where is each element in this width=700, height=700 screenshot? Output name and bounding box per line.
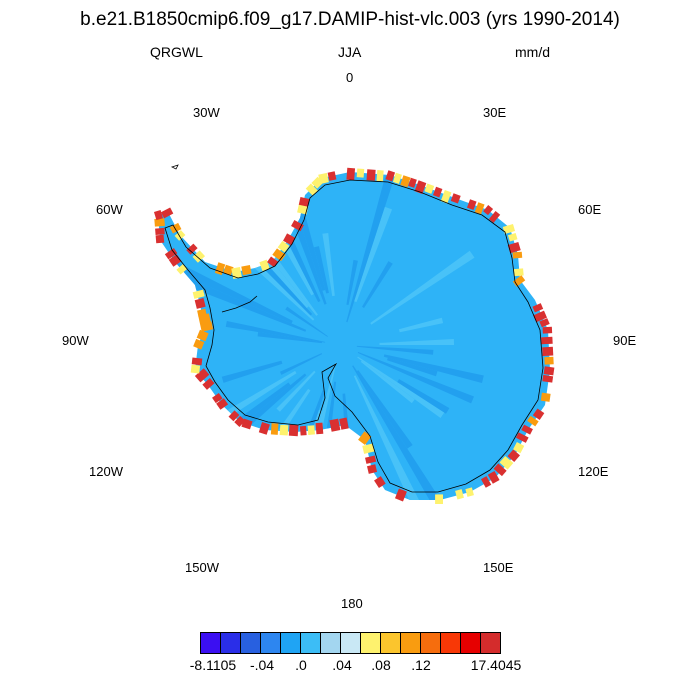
colorbar-swatch-5 — [301, 633, 321, 653]
colorbar-swatch-1 — [221, 633, 241, 653]
colorbar-swatch-3 — [261, 633, 281, 653]
lon-label-30e: 30E — [483, 105, 507, 120]
lon-label-30w: 30W — [193, 105, 220, 120]
lon-label-120w: 120W — [89, 464, 123, 479]
colorbar-swatch-14 — [481, 633, 500, 653]
colorbar-swatch-4 — [281, 633, 301, 653]
lon-label-0: 0 — [346, 70, 354, 85]
colorbar-label-6: 17.4045 — [470, 657, 522, 673]
colorbar-label-3: .04 — [332, 657, 352, 673]
lon-label-60e: 60E — [578, 202, 602, 217]
lon-label-60w: 60W — [96, 202, 123, 217]
interior-field — [158, 172, 550, 500]
lon-label-120e: 120E — [578, 464, 609, 479]
colorbar-swatch-13 — [461, 633, 481, 653]
lon-label-90e: 90E — [613, 333, 637, 348]
colorbar-swatch-8 — [361, 633, 381, 653]
coastal-cells — [153, 167, 555, 504]
colorbar-swatch-10 — [401, 633, 421, 653]
lon-label-90w: 90W — [62, 333, 89, 348]
lon-label-180: 180 — [341, 596, 363, 611]
colorbar-label-4: .08 — [371, 657, 391, 673]
variable-label: QRGWL — [150, 44, 203, 60]
colorbar-label-2: .0 — [295, 657, 307, 673]
ice-shelf-line — [221, 295, 258, 313]
units-label: mm/d — [515, 44, 550, 60]
colorbar-label-5: .12 — [411, 657, 431, 673]
ice-shelf-line-2 — [170, 164, 179, 170]
colorbar — [200, 632, 501, 654]
colorbar-swatch-12 — [441, 633, 461, 653]
season-label: JJA — [338, 44, 362, 60]
colorbar-label-0: -8.1105 — [189, 657, 237, 673]
colorbar-swatch-6 — [321, 633, 341, 653]
colorbar-swatch-9 — [381, 633, 401, 653]
colorbar-label-1: -.04 — [249, 657, 275, 673]
colorbar-swatch-0 — [201, 633, 221, 653]
colorbar-swatch-2 — [241, 633, 261, 653]
plot-title: b.e21.B1850cmip6.f09_g17.DAMIP-hist-vlc.… — [80, 9, 620, 30]
lon-label-150w: 150W — [185, 560, 219, 575]
lon-label-150e: 150E — [483, 560, 514, 575]
coastline — [164, 179, 544, 493]
colorbar-swatch-7 — [341, 633, 361, 653]
colorbar-swatch-11 — [421, 633, 441, 653]
